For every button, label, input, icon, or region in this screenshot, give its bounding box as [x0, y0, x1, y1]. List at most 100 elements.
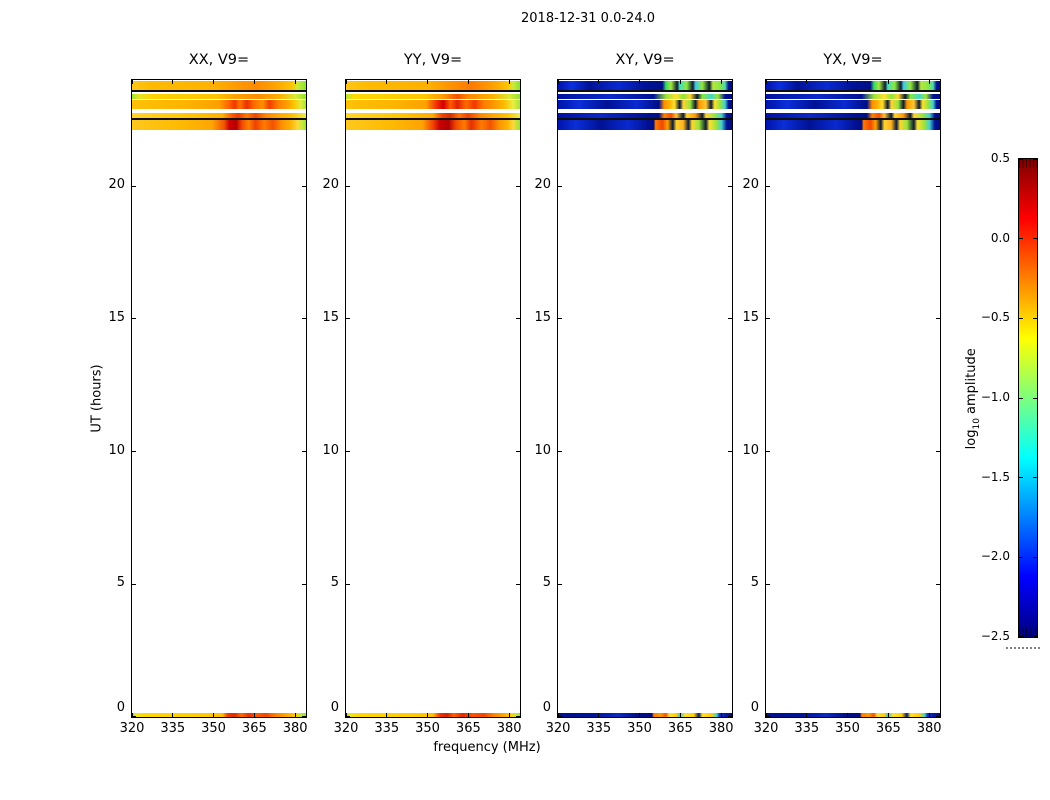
- y-tick-label: 5: [750, 575, 759, 591]
- x-tick-label: 320: [545, 721, 571, 736]
- x-tick-label: 380: [708, 721, 734, 736]
- colorbar-tick-mark: [1033, 159, 1037, 160]
- y-tick-mark: [728, 451, 732, 453]
- x-tick-mark: [294, 713, 296, 717]
- x-tick-mark: [720, 713, 722, 717]
- x-tick-label: 350: [627, 721, 652, 736]
- x-tick-label: 350: [415, 721, 440, 736]
- x-tick-mark: [386, 80, 388, 84]
- y-tick-mark: [558, 583, 562, 585]
- y-tick-mark: [132, 318, 136, 320]
- x-tick-mark: [427, 80, 429, 84]
- y-tick-mark: [516, 185, 520, 187]
- x-tick-mark: [887, 80, 889, 84]
- y-tick-mark: [132, 716, 136, 717]
- x-tick-mark: [172, 713, 174, 717]
- y-tick-label: 0: [750, 700, 759, 715]
- y-tick-label: 0: [330, 700, 339, 715]
- x-tick-label: 335: [374, 721, 400, 736]
- colorbar-tick-mark: [1019, 159, 1023, 160]
- x-tick-label: 365: [241, 721, 267, 736]
- y-tick-mark: [516, 716, 520, 717]
- heatmap-band: [558, 713, 732, 717]
- x-tick-mark: [386, 713, 388, 717]
- x-tick-mark: [213, 713, 215, 717]
- x-tick-mark: [346, 80, 347, 84]
- colorbar-tick-mark: [1033, 317, 1037, 319]
- heatmap-band: [346, 117, 520, 120]
- y-tick-mark: [346, 185, 350, 187]
- heatmap-band: [346, 80, 520, 91]
- heatmap-band: [558, 90, 732, 92]
- y-tick-mark: [132, 185, 136, 187]
- y-tick-label: 5: [542, 575, 551, 591]
- x-tick-mark: [467, 80, 469, 84]
- x-tick-mark: [598, 80, 600, 84]
- y-tick-label: 15: [742, 309, 759, 325]
- x-tick-mark: [294, 80, 296, 84]
- x-tick-mark: [132, 713, 133, 717]
- y-tick-mark: [936, 318, 940, 320]
- heatmap-band: [132, 120, 306, 130]
- x-tick-mark: [847, 713, 849, 717]
- y-tick-mark: [766, 451, 770, 453]
- heatmap-band: [132, 112, 306, 118]
- y-tick-label: 10: [534, 442, 551, 458]
- y-tick-mark: [558, 716, 562, 717]
- x-tick-mark: [639, 80, 641, 84]
- y-axis-label: UT (hours): [89, 364, 105, 433]
- x-tick-label: 335: [794, 721, 820, 736]
- x-tick-mark: [720, 80, 722, 84]
- y-tick-mark: [302, 716, 306, 717]
- y-tick-mark: [728, 583, 732, 585]
- y-tick-mark: [558, 185, 562, 187]
- x-tick-label: 320: [753, 721, 779, 736]
- y-tick-mark: [302, 318, 306, 320]
- panel-title: XY, V9=: [615, 52, 675, 68]
- figure-title: 2018-12-31 0.0-24.0: [521, 11, 655, 26]
- heatmap-band: [132, 80, 306, 91]
- x-tick-mark: [639, 713, 641, 717]
- y-tick-mark: [346, 318, 350, 320]
- x-tick-mark: [679, 713, 681, 717]
- x-tick-mark: [806, 80, 808, 84]
- y-tick-mark: [302, 451, 306, 453]
- panel-title: YX, V9=: [823, 52, 883, 68]
- heatmap-band: [766, 112, 940, 118]
- x-tick-mark: [847, 80, 849, 84]
- y-tick-mark: [132, 583, 136, 585]
- y-tick-mark: [936, 583, 940, 585]
- heatmap-band: [346, 112, 520, 118]
- y-tick-label: 15: [108, 309, 125, 325]
- y-tick-label: 20: [322, 177, 339, 193]
- heatmap-band: [558, 112, 732, 118]
- x-tick-mark: [253, 713, 255, 717]
- x-tick-mark: [132, 80, 133, 84]
- y-tick-mark: [346, 583, 350, 585]
- colorbar-tick-mark: [1019, 556, 1023, 558]
- x-tick-mark: [928, 713, 930, 717]
- colorbar-tick-label: −1.0: [980, 390, 1010, 404]
- colorbar-label-prefix: log: [964, 429, 980, 450]
- x-tick-label: 335: [586, 721, 612, 736]
- y-tick-label: 15: [534, 309, 551, 325]
- heatmap-band: [766, 94, 940, 99]
- y-tick-mark: [766, 185, 770, 187]
- x-tick-label: 335: [160, 721, 186, 736]
- heatmap-band: [558, 120, 732, 130]
- colorbar-tick-mark: [1033, 397, 1037, 399]
- y-tick-mark: [936, 451, 940, 453]
- y-tick-mark: [766, 583, 770, 585]
- x-axis-label: frequency (MHz): [433, 740, 541, 755]
- y-tick-label: 0: [542, 700, 551, 715]
- colorbar-tick-label: −2.0: [980, 549, 1010, 564]
- x-tick-label: 380: [282, 721, 308, 736]
- y-tick-label: 20: [534, 177, 551, 193]
- y-tick-mark: [132, 451, 136, 453]
- x-tick-mark: [253, 80, 255, 84]
- y-tick-mark: [302, 185, 306, 187]
- y-tick-mark: [302, 583, 306, 585]
- x-tick-mark: [766, 713, 767, 717]
- heatmap-band: [558, 117, 732, 120]
- colorbar-label-subscript: 10: [971, 418, 982, 430]
